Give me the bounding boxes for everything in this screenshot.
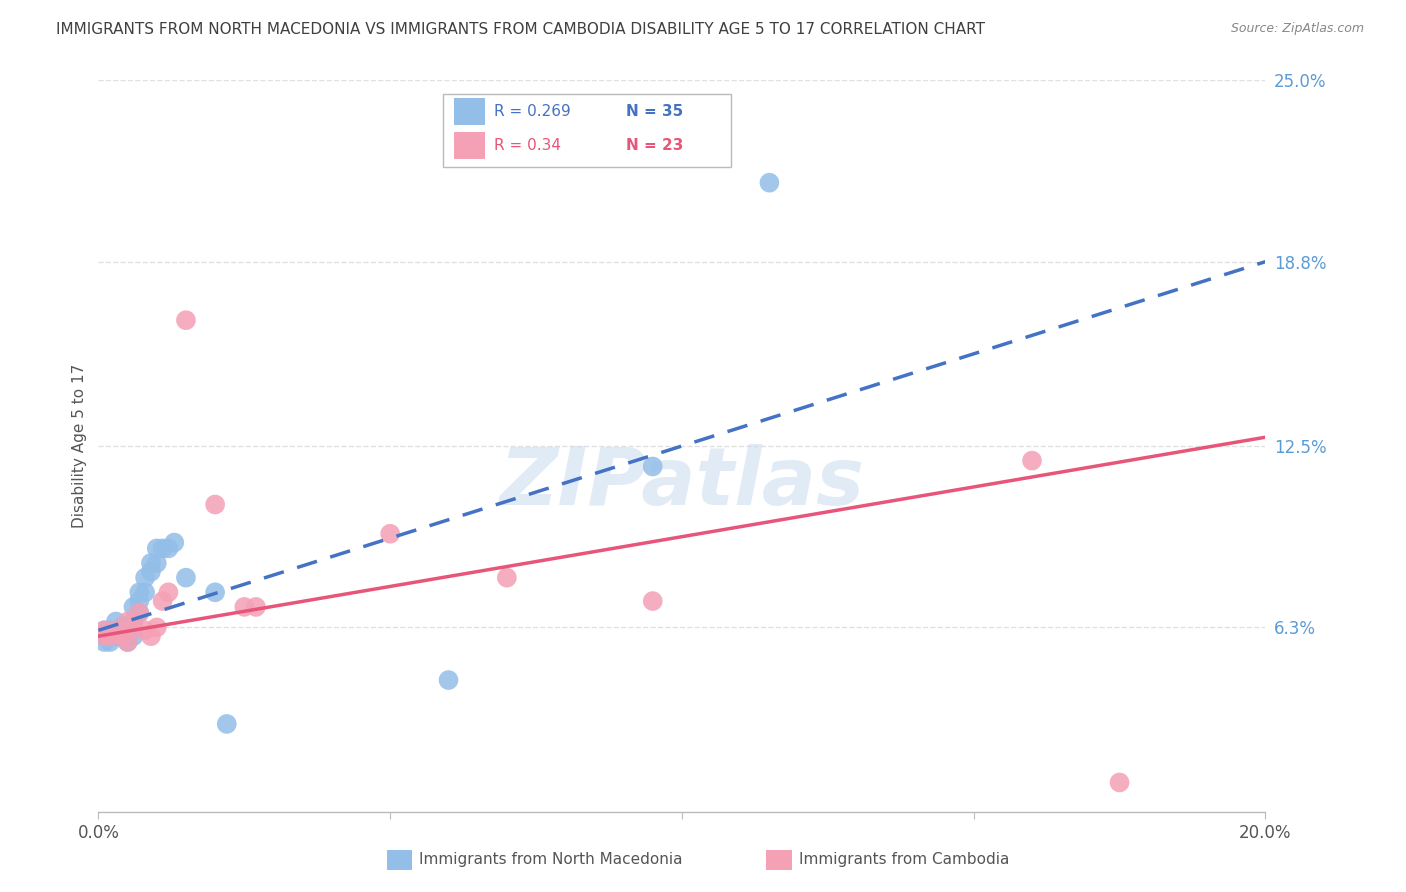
Point [128,594,150,608]
Point [111,629,134,643]
Point [93,629,115,643]
Point [758,176,780,190]
Point [380,526,402,541]
Point [122,599,145,614]
Point [146,620,169,634]
Point [134,624,156,638]
Point [117,629,139,643]
Point [1021,453,1043,467]
Point [152,594,174,608]
Point [204,498,226,512]
Point [93,624,115,638]
Point [134,571,156,585]
Point [93,629,115,643]
Point [215,717,238,731]
Point [122,620,145,634]
Point [104,624,127,638]
Text: N = 35: N = 35 [626,104,683,119]
Point [98,629,121,643]
Point [117,635,139,649]
Point [111,620,134,634]
Point [163,535,186,549]
Text: Immigrants from Cambodia: Immigrants from Cambodia [799,853,1010,867]
Point [139,556,162,570]
Point [245,599,267,614]
Point [496,571,519,585]
Y-axis label: Disability Age 5 to 17: Disability Age 5 to 17 [72,364,87,528]
Point [122,615,145,629]
Point [98,629,121,643]
Point [139,565,162,579]
Point [641,459,664,474]
Point [174,571,197,585]
Point [204,585,226,599]
Point [104,629,127,643]
Text: N = 23: N = 23 [626,138,683,153]
Text: R = 0.269: R = 0.269 [494,104,571,119]
Point [437,673,460,687]
Point [152,541,174,556]
Point [174,313,197,327]
Point [111,629,134,643]
Point [117,635,139,649]
Point [157,541,180,556]
Point [157,585,180,599]
Point [117,615,139,629]
Point [146,541,169,556]
Point [104,624,127,638]
Point [139,629,162,643]
Point [117,624,139,638]
Point [1108,775,1130,789]
Point [233,599,256,614]
Point [134,585,156,599]
Point [98,635,121,649]
Point [146,556,169,570]
Point [122,629,145,643]
Text: IMMIGRANTS FROM NORTH MACEDONIA VS IMMIGRANTS FROM CAMBODIA DISABILITY AGE 5 TO : IMMIGRANTS FROM NORTH MACEDONIA VS IMMIG… [56,22,986,37]
Point [93,635,115,649]
Point [641,594,664,608]
Text: R = 0.34: R = 0.34 [494,138,561,153]
Point [128,606,150,620]
Point [98,624,121,638]
Point [128,585,150,599]
Point [104,615,127,629]
Text: Source: ZipAtlas.com: Source: ZipAtlas.com [1230,22,1364,36]
Text: ZIPatlas: ZIPatlas [499,443,865,522]
Point [93,624,115,638]
Text: Immigrants from North Macedonia: Immigrants from North Macedonia [419,853,682,867]
Point [128,606,150,620]
